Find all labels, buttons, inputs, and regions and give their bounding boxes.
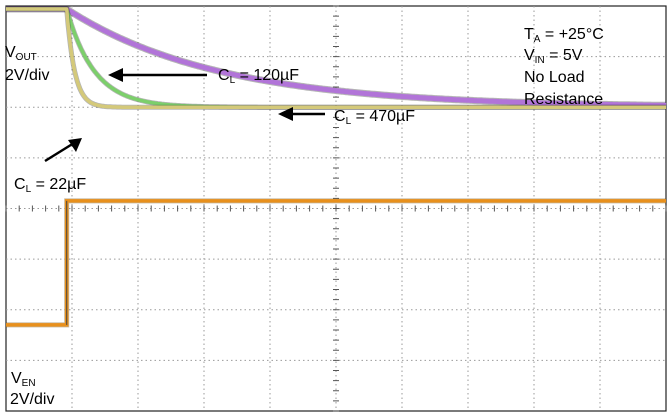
condition-vin: VIN = 5V	[524, 47, 583, 66]
condition-ta: TA = +25°C	[524, 26, 604, 45]
grid	[5, 5, 667, 412]
vout-scale: 2V/div	[5, 67, 49, 84]
arrow-cl-22uf	[44, 138, 82, 163]
vout-label: VOUT	[5, 44, 37, 63]
series-line-0	[6, 7, 667, 110]
annotation-cl-470uf: CL = 470µF	[334, 108, 415, 127]
condition-no-load: No Load	[524, 69, 585, 86]
ven-scale: 2V/div	[10, 391, 54, 408]
ven-label: VEN	[11, 370, 36, 389]
annotation-cl-22uf: CL = 22µF	[14, 176, 86, 195]
traces	[6, 5, 669, 328]
arrow-cl-120uf	[108, 68, 207, 82]
condition-resistance: Resistance	[524, 91, 603, 108]
annotation-cl-120uf: CL = 120µF	[218, 67, 299, 86]
arrow-cl-470uf	[278, 107, 325, 121]
series-line-2	[6, 6, 668, 108]
